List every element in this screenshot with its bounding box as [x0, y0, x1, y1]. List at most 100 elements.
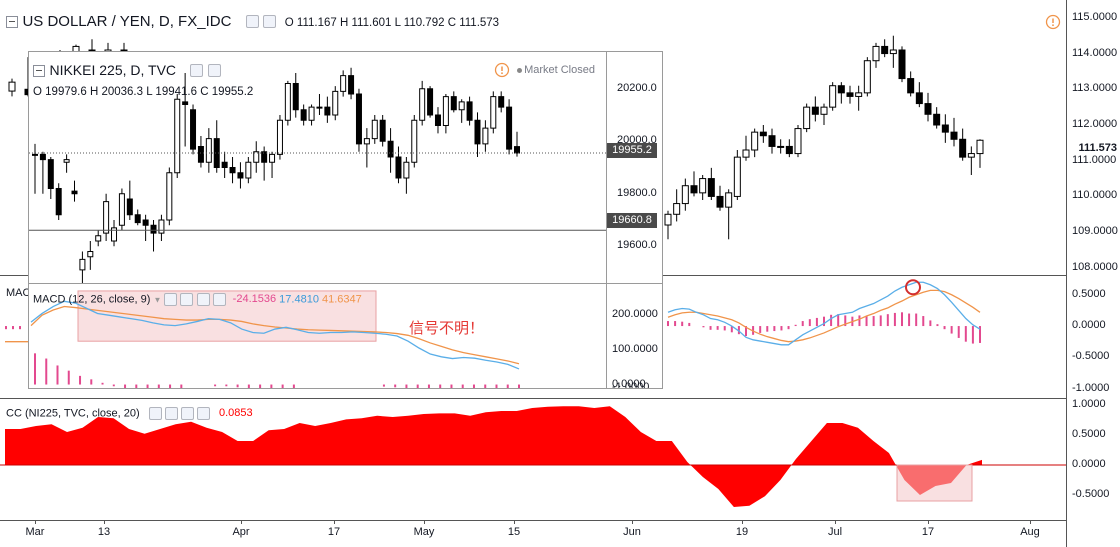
- candle: [941, 114, 949, 143]
- price-tick-label: 110.0000: [1072, 189, 1118, 202]
- candle: [47, 157, 54, 199]
- candle: [506, 99, 513, 155]
- candle: [87, 241, 94, 270]
- settings-icon[interactable]: [190, 64, 204, 78]
- cc-label: CC (NI225, TVC, close, 20): [6, 407, 140, 420]
- inset-price-tick-label: 19600.0: [617, 239, 657, 252]
- collapse-icon[interactable]: [33, 64, 45, 77]
- alert-icon[interactable]: [1045, 14, 1061, 30]
- hide-icon[interactable]: [164, 407, 178, 420]
- candle: [466, 96, 473, 126]
- candle: [855, 85, 863, 111]
- inset-price-tick-label: 19800.0: [617, 186, 657, 199]
- macd-chart[interactable]: [0, 276, 1066, 398]
- candle: [55, 183, 62, 220]
- time-tick: [514, 521, 515, 524]
- collapse-icon[interactable]: [6, 15, 18, 28]
- candle: [229, 157, 236, 184]
- candle: [111, 220, 118, 247]
- macd-tick-label: 0.5000: [1072, 287, 1106, 300]
- candle: [794, 125, 802, 158]
- settings-icon[interactable]: [148, 407, 162, 420]
- hide-icon[interactable]: [180, 293, 194, 306]
- usdjpy-candles[interactable]: [0, 0, 1120, 275]
- candle: [284, 80, 291, 126]
- settings-icon[interactable]: [245, 15, 259, 29]
- candle: [174, 94, 181, 178]
- time-tick: [424, 521, 425, 524]
- highlight-box: [896, 464, 973, 502]
- time-tick-label: May: [413, 526, 435, 538]
- cc-chart[interactable]: [0, 399, 1066, 520]
- candle: [316, 94, 323, 115]
- candle: [690, 171, 698, 197]
- candle: [716, 185, 724, 211]
- candle: [898, 46, 906, 83]
- candle: [379, 115, 386, 147]
- add-icon[interactable]: [180, 407, 194, 420]
- candle: [332, 86, 339, 121]
- cc-legend: CC (NI225, TVC, close, 20) 0.0853: [6, 407, 253, 420]
- candle: [190, 104, 197, 155]
- cc-value: 0.0853: [219, 407, 253, 420]
- inset-macd-chart[interactable]: [29, 284, 606, 388]
- nikkei-candles[interactable]: [29, 52, 662, 283]
- candle: [411, 115, 418, 168]
- candle: [348, 67, 355, 100]
- candle: [820, 103, 828, 125]
- candle: [498, 91, 505, 113]
- candle: [707, 167, 715, 200]
- candle: [134, 209, 141, 226]
- main-price-axis[interactable]: [1066, 0, 1120, 547]
- candle: [237, 162, 244, 189]
- macd-tick-label: -0.5000: [1072, 350, 1110, 363]
- candle: [863, 57, 871, 97]
- candle: [846, 85, 854, 104]
- alert-icon[interactable]: [494, 62, 510, 78]
- candle: [197, 136, 204, 168]
- candle: [142, 214, 149, 241]
- inset-price-tick-label: 20200.0: [617, 81, 657, 94]
- inset-last-price-badge: 19955.2: [607, 143, 657, 158]
- time-tick-label: 13: [97, 526, 111, 538]
- candle: [419, 80, 426, 126]
- candle: [205, 128, 212, 173]
- inset-legend: NIKKEI 225, D, TVC: [33, 62, 221, 80]
- candle: [158, 214, 165, 241]
- macd-hist-value: -24.1536: [232, 293, 277, 306]
- candle: [395, 146, 402, 184]
- candle: [907, 71, 915, 97]
- main-legend: US DOLLAR / YEN, D, FX_IDC O 111.167 H 1…: [6, 13, 499, 31]
- candle: [837, 82, 845, 104]
- time-tick: [632, 521, 633, 524]
- hide-icon[interactable]: [207, 64, 221, 78]
- time-axis[interactable]: Mar 13 Apr 17 May 15 Jun 19 Jul 17 Aug: [0, 521, 1066, 547]
- cc-tick-label: 0.0000: [1072, 458, 1106, 470]
- inset-line-price-badge: 19660.8: [607, 213, 657, 228]
- candle: [777, 139, 785, 154]
- main-ohlc: O 111.167 H 111.601 L 110.792 C 111.573: [284, 17, 500, 29]
- candle: [261, 146, 268, 181]
- candle: [742, 135, 750, 161]
- candle: [933, 107, 941, 129]
- candle: [803, 103, 811, 133]
- candle: [450, 91, 457, 113]
- candle: [427, 86, 434, 118]
- time-tick: [928, 521, 929, 524]
- close-icon[interactable]: [212, 293, 226, 306]
- macd-pane-label: MAC: [6, 287, 31, 299]
- time-tick: [241, 521, 242, 524]
- settings-icon[interactable]: [164, 293, 178, 306]
- main-last-price-badge: 111.573: [1067, 141, 1119, 155]
- candle: [915, 82, 923, 108]
- chevron-down-icon[interactable]: ▼: [153, 295, 162, 305]
- add-icon[interactable]: [196, 293, 210, 306]
- time-tick-label: 15: [507, 526, 521, 538]
- candle: [245, 157, 252, 184]
- macd-line-value: 17.4810: [279, 293, 319, 306]
- inset-macd-tick-label: 200.0000: [612, 308, 658, 321]
- candle: [872, 42, 880, 68]
- hide-icon[interactable]: [263, 15, 277, 29]
- inset-macd-label: MACD (12, 26, close, 9): [33, 293, 151, 306]
- close-icon[interactable]: [196, 407, 210, 420]
